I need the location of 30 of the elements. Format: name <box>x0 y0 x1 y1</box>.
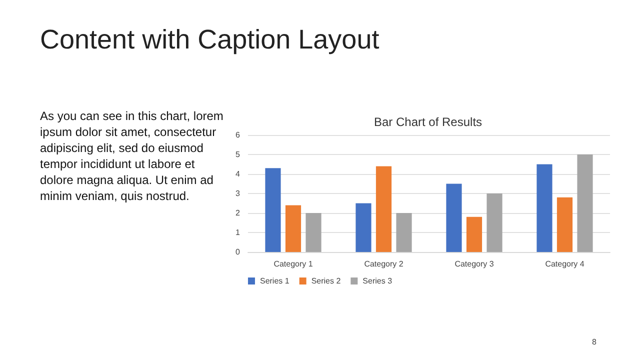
x-tick-label: Category 1 <box>274 260 314 268</box>
y-tick-label: 2 <box>236 208 241 218</box>
bar <box>556 197 573 252</box>
y-tick-label: 1 <box>236 228 241 237</box>
bar <box>577 154 593 252</box>
x-tick-label: Category 4 <box>545 260 585 268</box>
bar <box>486 194 502 252</box>
legend-label: Series 1 <box>260 276 290 286</box>
y-tick-label: 3 <box>236 189 241 198</box>
y-tick-label: 6 <box>236 130 241 140</box>
legend-label: Series 2 <box>311 276 342 286</box>
bar <box>265 168 281 252</box>
text: 8 <box>592 338 597 346</box>
bar <box>396 213 412 252</box>
text: As you can see in this chart, lorem ipsum dolor sit amet, consectetur adipiscing elit, sed do eiusmod tempor incididunt ut labore et dolore magna aliqua. Ut enim ad minim veniam, quis nostrud. <box>40 109 227 203</box>
bar <box>446 184 462 252</box>
y-tick-label: 5 <box>236 150 241 159</box>
y-tick-label: 4 <box>236 170 241 178</box>
bar <box>376 166 392 252</box>
bar <box>536 164 552 252</box>
x-tick-label: Category 3 <box>454 260 494 268</box>
y-tick-label: 0 <box>236 248 241 256</box>
bar <box>306 213 322 252</box>
text: Content with Caption Layout <box>40 24 380 54</box>
x-tick-label: Category 2 <box>364 260 404 268</box>
bar <box>356 203 372 252</box>
bar <box>285 205 302 252</box>
chart-title: Bar Chart of Results <box>374 115 482 129</box>
legend-label: Series 3 <box>362 276 393 286</box>
bar <box>466 216 482 252</box>
